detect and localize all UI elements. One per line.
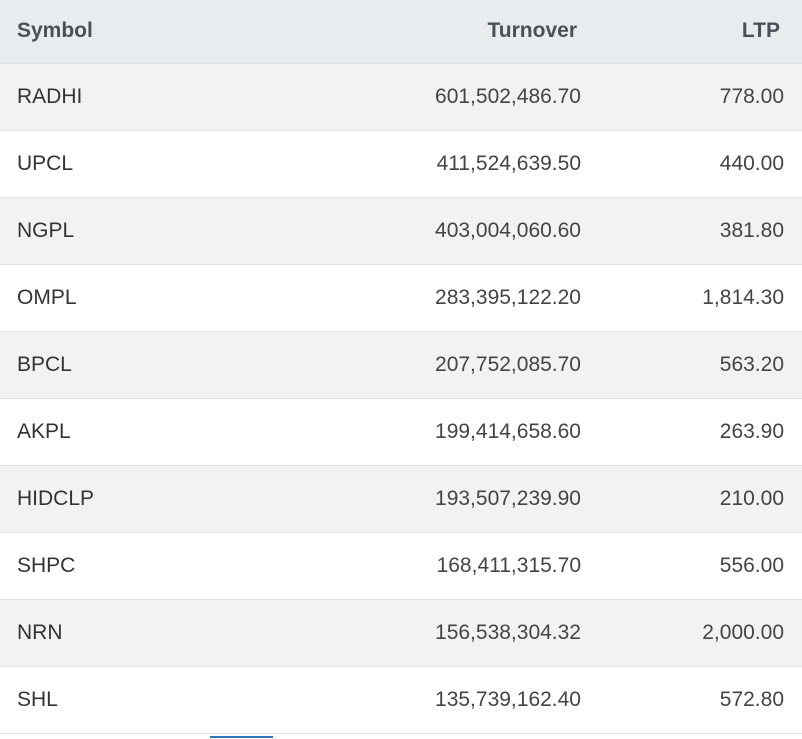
table-row[interactable]: NGPL 403,004,060.60 381.80 bbox=[0, 197, 802, 264]
table-row[interactable]: AKPL 199,414,658.60 263.90 bbox=[0, 398, 802, 465]
turnover-cell: 168,411,315.70 bbox=[436, 553, 581, 577]
table-row[interactable]: RADHI 601,502,486.70 778.00 bbox=[0, 63, 802, 130]
table-row[interactable]: HIDCLP 193,507,239.90 210.00 bbox=[0, 465, 802, 532]
symbol-cell[interactable]: AKPL bbox=[17, 419, 71, 443]
turnover-cell: 207,752,085.70 bbox=[435, 352, 581, 376]
turnover-cell: 193,507,239.90 bbox=[435, 486, 581, 510]
ltp-cell: 563.20 bbox=[719, 352, 784, 376]
ltp-cell: 2,000.00 bbox=[702, 620, 784, 644]
header-ltp[interactable]: LTP bbox=[741, 19, 780, 43]
turnover-cell: 156,538,304.32 bbox=[435, 620, 581, 644]
header-turnover[interactable]: Turnover bbox=[487, 19, 577, 43]
symbol-cell[interactable]: NRN bbox=[17, 620, 63, 644]
symbol-cell[interactable]: RADHI bbox=[17, 84, 83, 108]
symbol-cell[interactable]: BPCL bbox=[17, 352, 72, 376]
turnover-cell: 601,502,486.70 bbox=[435, 84, 581, 108]
tab-active-indicator bbox=[210, 736, 273, 738]
ltp-cell: 381.80 bbox=[719, 218, 784, 242]
turnover-cell: 199,414,658.60 bbox=[435, 419, 581, 443]
table-header-row: Symbol Turnover LTP bbox=[0, 0, 802, 63]
turnover-cell: 411,524,639.50 bbox=[436, 151, 581, 175]
ltp-cell: 556.00 bbox=[719, 553, 784, 577]
ltp-cell: 1,814.30 bbox=[702, 285, 784, 309]
symbol-cell[interactable]: NGPL bbox=[17, 218, 75, 242]
turnover-cell: 135,739,162.40 bbox=[435, 687, 581, 711]
table-row[interactable]: OMPL 283,395,122.20 1,814.30 bbox=[0, 264, 802, 331]
ltp-cell: 440.00 bbox=[719, 151, 784, 175]
turnover-cell: 403,004,060.60 bbox=[435, 218, 581, 242]
ltp-cell: 778.00 bbox=[719, 84, 784, 108]
turnover-cell: 283,395,122.20 bbox=[435, 285, 581, 309]
ltp-cell: 263.90 bbox=[719, 419, 784, 443]
ltp-cell: 210.00 bbox=[719, 486, 784, 510]
symbol-cell[interactable]: OMPL bbox=[17, 285, 77, 309]
ltp-cell: 572.80 bbox=[719, 687, 784, 711]
symbol-cell[interactable]: UPCL bbox=[17, 151, 74, 175]
table-row[interactable]: UPCL 411,524,639.50 440.00 bbox=[0, 130, 802, 197]
header-symbol[interactable]: Symbol bbox=[17, 19, 93, 43]
symbol-cell[interactable]: SHL bbox=[17, 687, 58, 711]
symbol-cell[interactable]: SHPC bbox=[17, 553, 76, 577]
table-row[interactable]: NRN 156,538,304.32 2,000.00 bbox=[0, 599, 802, 666]
table-row[interactable]: BPCL 207,752,085.70 563.20 bbox=[0, 331, 802, 398]
table-row[interactable]: SHL 135,739,162.40 572.80 bbox=[0, 666, 802, 733]
symbol-cell[interactable]: HIDCLP bbox=[17, 486, 95, 510]
table-row[interactable]: SHPC 168,411,315.70 556.00 bbox=[0, 532, 802, 599]
